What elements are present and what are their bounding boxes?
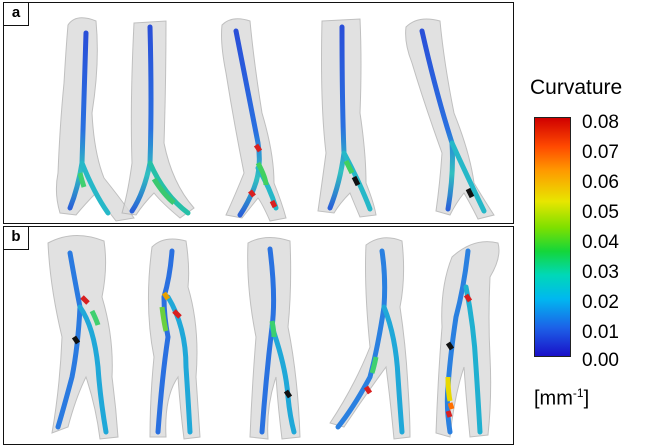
colorbar-tick-0.08: 0.08 (582, 112, 619, 133)
units-base: [mm (534, 387, 573, 410)
colorbar-tick-0.05: 0.05 (582, 202, 619, 223)
vessel-b2 (147, 238, 201, 440)
colorbar-tick-0.03: 0.03 (582, 262, 619, 283)
vessel-a4 (317, 18, 377, 218)
colorbar-units: [mm-1] (534, 386, 589, 411)
colorbar-tick-0.07: 0.07 (582, 142, 619, 163)
vessel-renderings-a (55, 17, 495, 222)
vessel-b3 (247, 237, 301, 440)
vessel-a1 (55, 17, 135, 222)
vessel-renderings-b (47, 235, 500, 440)
units-close: ] (583, 387, 590, 410)
colorbar-tick-0.06: 0.06 (582, 172, 619, 193)
colorbar-tick-0.00: 0.00 (582, 350, 619, 371)
colorbar-title: Curvature (530, 76, 623, 99)
colorbar (534, 117, 571, 357)
panel-b: b (3, 226, 514, 445)
vessel-a2 (121, 20, 195, 219)
colorbar-tick-0.01: 0.01 (582, 322, 619, 343)
colorbar-tick-0.04: 0.04 (582, 232, 619, 253)
colorbar-tick-0.02: 0.02 (582, 292, 619, 313)
vessel-a3 (221, 18, 287, 222)
vessel-b5 (435, 241, 500, 438)
panel-label-a: a (4, 3, 29, 26)
vessel-a5 (405, 18, 495, 220)
panel-label-b: b (4, 227, 29, 250)
vessel-b1 (47, 235, 119, 440)
vessel-b4 (329, 237, 411, 440)
panel-a: a (3, 2, 514, 224)
units-exponent: -1 (572, 386, 584, 400)
